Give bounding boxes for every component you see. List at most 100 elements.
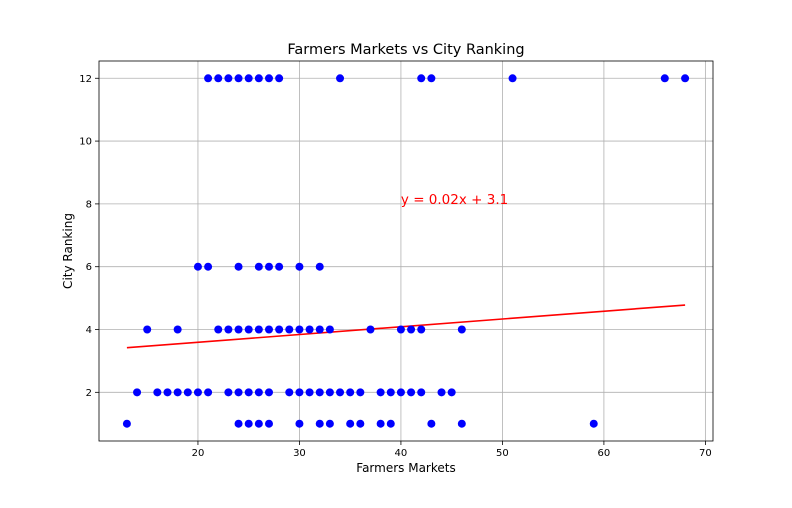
data-point xyxy=(173,325,182,334)
data-point xyxy=(417,325,426,334)
data-point xyxy=(407,325,416,334)
data-point xyxy=(325,325,334,334)
data-point xyxy=(295,419,304,428)
data-point xyxy=(244,325,253,334)
data-point xyxy=(264,325,273,334)
data-point xyxy=(204,74,213,83)
data-point xyxy=(275,262,284,271)
data-point xyxy=(325,419,334,428)
data-point xyxy=(295,388,304,397)
data-point xyxy=(356,419,365,428)
data-point xyxy=(427,419,436,428)
data-point xyxy=(315,388,324,397)
data-point xyxy=(681,74,690,83)
data-point xyxy=(305,388,314,397)
data-point xyxy=(315,325,324,334)
data-point xyxy=(396,388,405,397)
data-point xyxy=(193,262,202,271)
data-point xyxy=(254,325,263,334)
x-tick-label: 50 xyxy=(496,448,509,459)
data-point xyxy=(589,419,598,428)
data-point xyxy=(457,325,466,334)
data-point xyxy=(234,388,243,397)
data-point xyxy=(325,388,334,397)
data-point xyxy=(224,74,233,83)
data-point xyxy=(153,388,162,397)
y-tick-label: 4 xyxy=(86,325,92,336)
data-point xyxy=(264,388,273,397)
data-point xyxy=(315,262,324,271)
chart-title: Farmers Markets vs City Ranking xyxy=(287,42,524,58)
plot-frame xyxy=(98,60,714,442)
data-point xyxy=(295,325,304,334)
data-point xyxy=(254,388,263,397)
data-point xyxy=(214,325,223,334)
data-point xyxy=(356,388,365,397)
data-point xyxy=(396,325,405,334)
data-point xyxy=(244,388,253,397)
data-point xyxy=(234,262,243,271)
data-point xyxy=(204,262,213,271)
x-tick-label: 70 xyxy=(699,448,712,459)
data-point xyxy=(275,325,284,334)
data-point xyxy=(234,325,243,334)
data-point xyxy=(457,419,466,428)
data-point xyxy=(285,325,294,334)
data-point xyxy=(660,74,669,83)
data-point xyxy=(244,419,253,428)
data-point xyxy=(376,419,385,428)
y-tick-label: 12 xyxy=(79,74,92,85)
y-tick-label: 8 xyxy=(86,199,92,210)
x-axis-label: Farmers Markets xyxy=(356,461,455,475)
data-point xyxy=(417,74,426,83)
data-point xyxy=(508,74,517,83)
data-point xyxy=(143,325,152,334)
data-point xyxy=(315,419,324,428)
y-tick-label: 6 xyxy=(86,262,92,273)
data-point xyxy=(183,388,192,397)
data-point xyxy=(133,388,142,397)
data-point xyxy=(305,325,314,334)
x-tick-label: 40 xyxy=(395,448,408,459)
data-point xyxy=(346,388,355,397)
x-tick-label: 60 xyxy=(598,448,611,459)
data-point xyxy=(214,74,223,83)
x-tick-label: 30 xyxy=(293,448,306,459)
regression-line xyxy=(126,304,686,349)
data-point xyxy=(254,419,263,428)
data-point xyxy=(234,419,243,428)
data-point xyxy=(244,74,253,83)
data-point xyxy=(173,388,182,397)
data-point xyxy=(295,262,304,271)
data-point xyxy=(254,74,263,83)
data-point xyxy=(163,388,172,397)
data-point xyxy=(275,74,284,83)
data-point xyxy=(122,419,131,428)
data-point xyxy=(264,419,273,428)
data-point xyxy=(234,74,243,83)
data-point xyxy=(366,325,375,334)
data-point xyxy=(285,388,294,397)
data-point xyxy=(447,388,456,397)
data-point xyxy=(336,388,345,397)
data-point xyxy=(254,262,263,271)
data-point xyxy=(386,388,395,397)
y-axis-label: City Ranking xyxy=(61,213,75,289)
data-point xyxy=(376,388,385,397)
data-point xyxy=(264,74,273,83)
regression-equation: y = 0.02x + 3.1 xyxy=(401,192,508,208)
data-point xyxy=(224,325,233,334)
data-point xyxy=(224,388,233,397)
data-point xyxy=(427,74,436,83)
data-point xyxy=(407,388,416,397)
data-point xyxy=(193,388,202,397)
data-point xyxy=(386,419,395,428)
y-tick-label: 2 xyxy=(86,388,92,399)
data-point xyxy=(417,388,426,397)
x-tick-label: 20 xyxy=(192,448,205,459)
data-point xyxy=(336,74,345,83)
y-tick-label: 10 xyxy=(79,137,92,148)
data-point xyxy=(204,388,213,397)
